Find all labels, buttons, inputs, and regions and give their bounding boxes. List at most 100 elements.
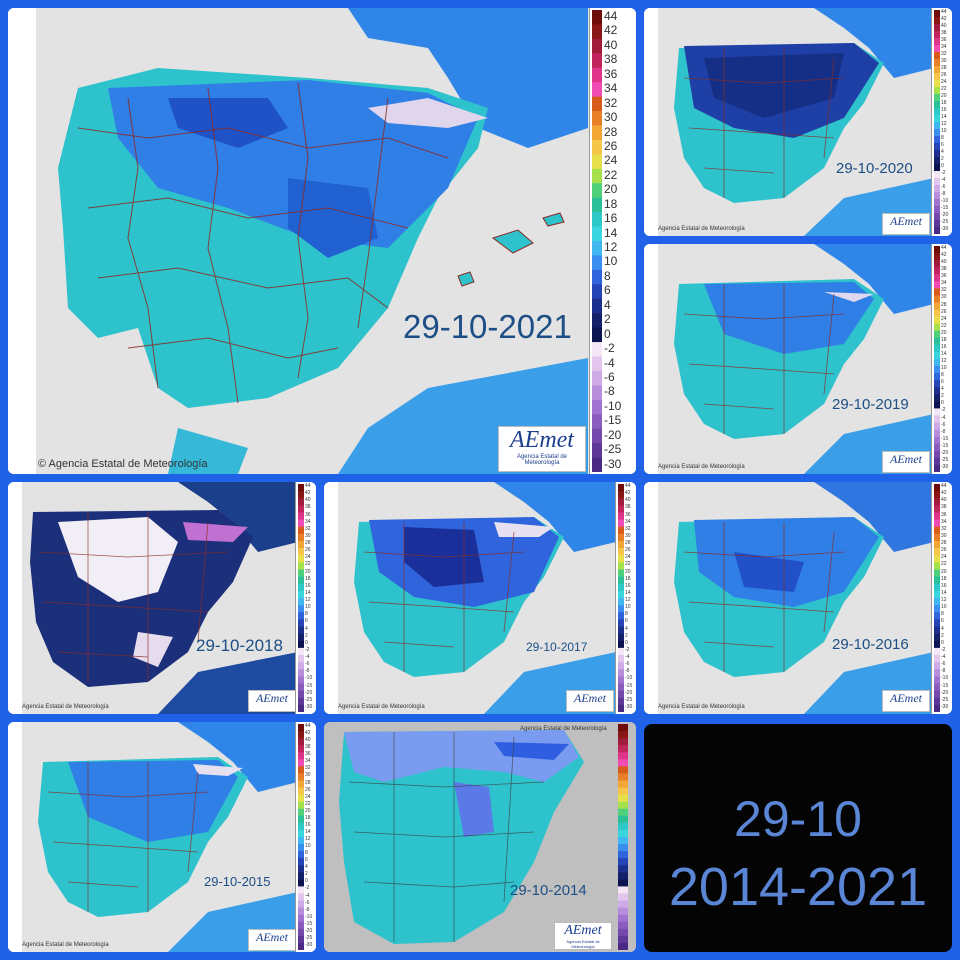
legend-label: 14 bbox=[941, 350, 947, 357]
legend-swatch bbox=[618, 872, 628, 880]
legend-swatch bbox=[298, 773, 304, 781]
legend-swatch bbox=[934, 171, 940, 179]
legend-swatch bbox=[298, 598, 304, 606]
legend-swatch bbox=[298, 787, 304, 796]
legend-swatch bbox=[298, 548, 304, 556]
legend-swatch bbox=[934, 274, 940, 282]
legend-swatch bbox=[618, 886, 628, 894]
legend-label: 36 bbox=[305, 511, 311, 518]
legend-swatch bbox=[592, 284, 602, 300]
legend-label: -15 bbox=[625, 682, 633, 689]
copyright-credit: © Agencia Estatal de Meteorología bbox=[38, 458, 208, 470]
legend-swatch bbox=[618, 787, 628, 796]
legend-label: -2 bbox=[941, 407, 946, 414]
legend-label: -25 bbox=[305, 696, 313, 703]
legend-swatch bbox=[618, 662, 624, 670]
legend-label: 20 bbox=[941, 329, 947, 336]
legend-swatch bbox=[934, 80, 940, 88]
legend-label: 0 bbox=[941, 639, 944, 646]
legend-label: 26 bbox=[305, 547, 311, 554]
legend-swatch bbox=[934, 619, 940, 628]
legend-label: 26 bbox=[941, 547, 947, 554]
legend-label: -30 bbox=[625, 703, 633, 710]
legend-swatch bbox=[618, 766, 628, 774]
legend-swatch bbox=[934, 505, 940, 514]
legend-label: 42 bbox=[305, 490, 311, 497]
legend-swatch bbox=[934, 281, 940, 289]
legend-label: 18 bbox=[625, 575, 631, 582]
legend-swatch bbox=[298, 872, 304, 880]
legend-swatch bbox=[934, 129, 940, 137]
legend-label: 16 bbox=[941, 343, 947, 350]
legend-label: 30 bbox=[941, 532, 947, 539]
legend-swatch bbox=[934, 192, 940, 200]
legend-label: 24 bbox=[941, 315, 947, 322]
legend-label: 2 bbox=[625, 632, 628, 639]
legend-swatch bbox=[592, 457, 602, 472]
legend-swatch bbox=[934, 267, 940, 275]
legend-swatch bbox=[934, 344, 940, 353]
legend-label: -15 bbox=[941, 442, 949, 449]
legend-swatch bbox=[592, 399, 602, 415]
legend-swatch bbox=[592, 428, 602, 444]
legend-swatch bbox=[298, 626, 304, 635]
legend-swatch bbox=[934, 87, 940, 95]
legend-swatch bbox=[298, 690, 304, 699]
legend-swatch bbox=[618, 633, 624, 642]
legend-swatch bbox=[618, 491, 624, 499]
legend-label: -8 bbox=[941, 191, 946, 197]
legend-label: -20 bbox=[305, 927, 313, 934]
legend-swatch bbox=[934, 583, 940, 592]
legend-label: 22 bbox=[941, 86, 947, 92]
legend-label: 16 bbox=[305, 821, 311, 828]
legend-label: 20 bbox=[941, 93, 947, 99]
legend-label: -6 bbox=[941, 421, 946, 428]
legend-label: 38 bbox=[604, 52, 618, 67]
legend-label: -6 bbox=[625, 661, 630, 668]
aemet-logo: AEmet Agencia Estatal de Meteorología bbox=[498, 426, 586, 472]
legend-swatch bbox=[934, 227, 940, 234]
map-2019-panel: 29-10-2019 Agencia Estatal de Meteorolog… bbox=[644, 244, 952, 474]
legend-swatch bbox=[934, 662, 940, 670]
temperature-map-2019 bbox=[644, 244, 934, 474]
legend-swatch bbox=[298, 752, 304, 760]
legend-swatch bbox=[934, 605, 940, 613]
legend-label: 16 bbox=[941, 107, 947, 113]
temperature-map-2018 bbox=[8, 482, 298, 714]
legend-swatch bbox=[298, 512, 304, 521]
legend-label: 28 bbox=[941, 540, 947, 546]
legend-swatch bbox=[592, 313, 602, 329]
legend-label: 28 bbox=[604, 124, 618, 139]
legend-swatch bbox=[298, 484, 304, 492]
legend-label: -25 bbox=[604, 442, 622, 457]
legend-label: 8 bbox=[625, 611, 628, 618]
legend-swatch bbox=[934, 178, 940, 186]
legend-swatch bbox=[934, 323, 940, 332]
legend-swatch bbox=[592, 255, 602, 271]
aemet-logo-text: AEmet bbox=[256, 691, 288, 705]
legend-swatch bbox=[934, 220, 940, 228]
legend-label: 12 bbox=[305, 836, 311, 842]
legend-label: 42 bbox=[305, 730, 311, 737]
legend-label: 44 bbox=[941, 483, 947, 489]
summary-title-panel: 29-10 2014-2021 bbox=[644, 724, 952, 952]
map-2017-panel: 29-10-2017 Agencia Estatal de Meteorolog… bbox=[324, 482, 636, 714]
legend-label: 36 bbox=[941, 511, 947, 518]
legend-swatch bbox=[298, 780, 304, 789]
legend-swatch bbox=[298, 697, 304, 706]
temperature-legend: 44 42 40 38 36 34 32 30 28 26 24 22 20 18 16 14 12 10 8 6 4 2… bbox=[589, 8, 636, 474]
legend-label: 8 bbox=[305, 611, 308, 618]
legend-label: -4 bbox=[941, 414, 946, 421]
aemet-logo-subtitle: Agencia Estatal de Meteorología bbox=[516, 454, 568, 466]
legend-swatch bbox=[592, 24, 602, 40]
temperature-map-2017 bbox=[324, 482, 616, 714]
legend-label: 18 bbox=[941, 100, 947, 106]
legend-label: -4 bbox=[625, 654, 630, 660]
legend-swatch bbox=[934, 288, 940, 296]
legend-label: 42 bbox=[941, 490, 947, 497]
legend-swatch bbox=[934, 415, 940, 424]
legend-label: 4 bbox=[625, 625, 628, 632]
legend-swatch bbox=[934, 164, 940, 172]
legend-swatch bbox=[618, 605, 624, 613]
legend-label: 36 bbox=[305, 751, 311, 758]
